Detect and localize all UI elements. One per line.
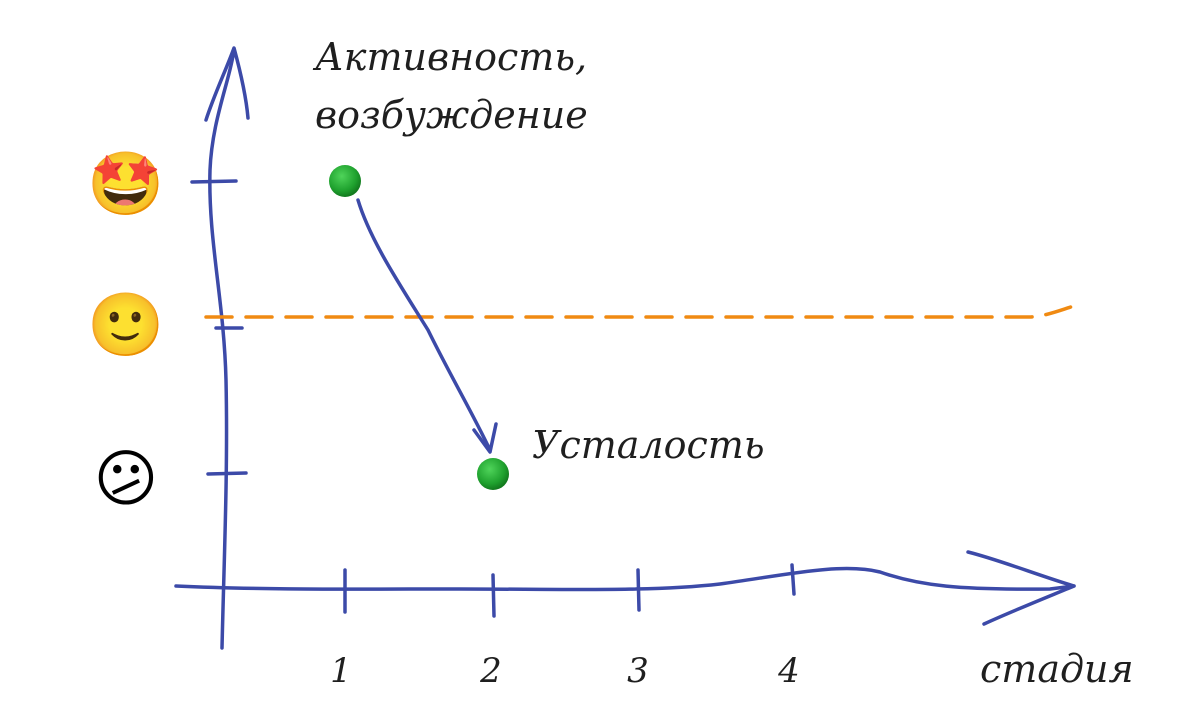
transition-arrow [356, 198, 492, 452]
x-tick-label-4: 4 [777, 651, 800, 691]
x-tick-label-2: 2 [479, 651, 502, 691]
y-axis-line [208, 48, 236, 650]
point-excitement [329, 165, 361, 197]
y-axis-label-line1: Активность, [312, 35, 587, 79]
x-axis-label: стадия [980, 647, 1134, 691]
star-struck-face-icon: 🤩 [87, 147, 164, 220]
y-axis-label-line2: возбуждение [315, 93, 588, 137]
x-axis-arrowhead [966, 550, 1076, 626]
x-tick-2 [491, 573, 496, 618]
threshold-dashed-line [204, 304, 1076, 319]
confused-face-icon: 😕 [94, 442, 159, 515]
y-tick-low [206, 471, 248, 476]
y-axis-arrowhead [204, 46, 250, 122]
transition-arrowhead [472, 422, 498, 454]
x-tick-3 [636, 568, 641, 612]
slightly-smiling-face-icon: 🙂 [87, 288, 164, 361]
point-fatigue [477, 458, 509, 490]
y-tick-high [190, 179, 238, 184]
x-tick-label-3: 3 [627, 651, 649, 691]
x-tick-4 [790, 563, 796, 596]
x-tick-label-1: 1 [330, 651, 352, 691]
x-axis-line [174, 566, 1076, 592]
fatigue-label: Усталость [532, 423, 765, 467]
